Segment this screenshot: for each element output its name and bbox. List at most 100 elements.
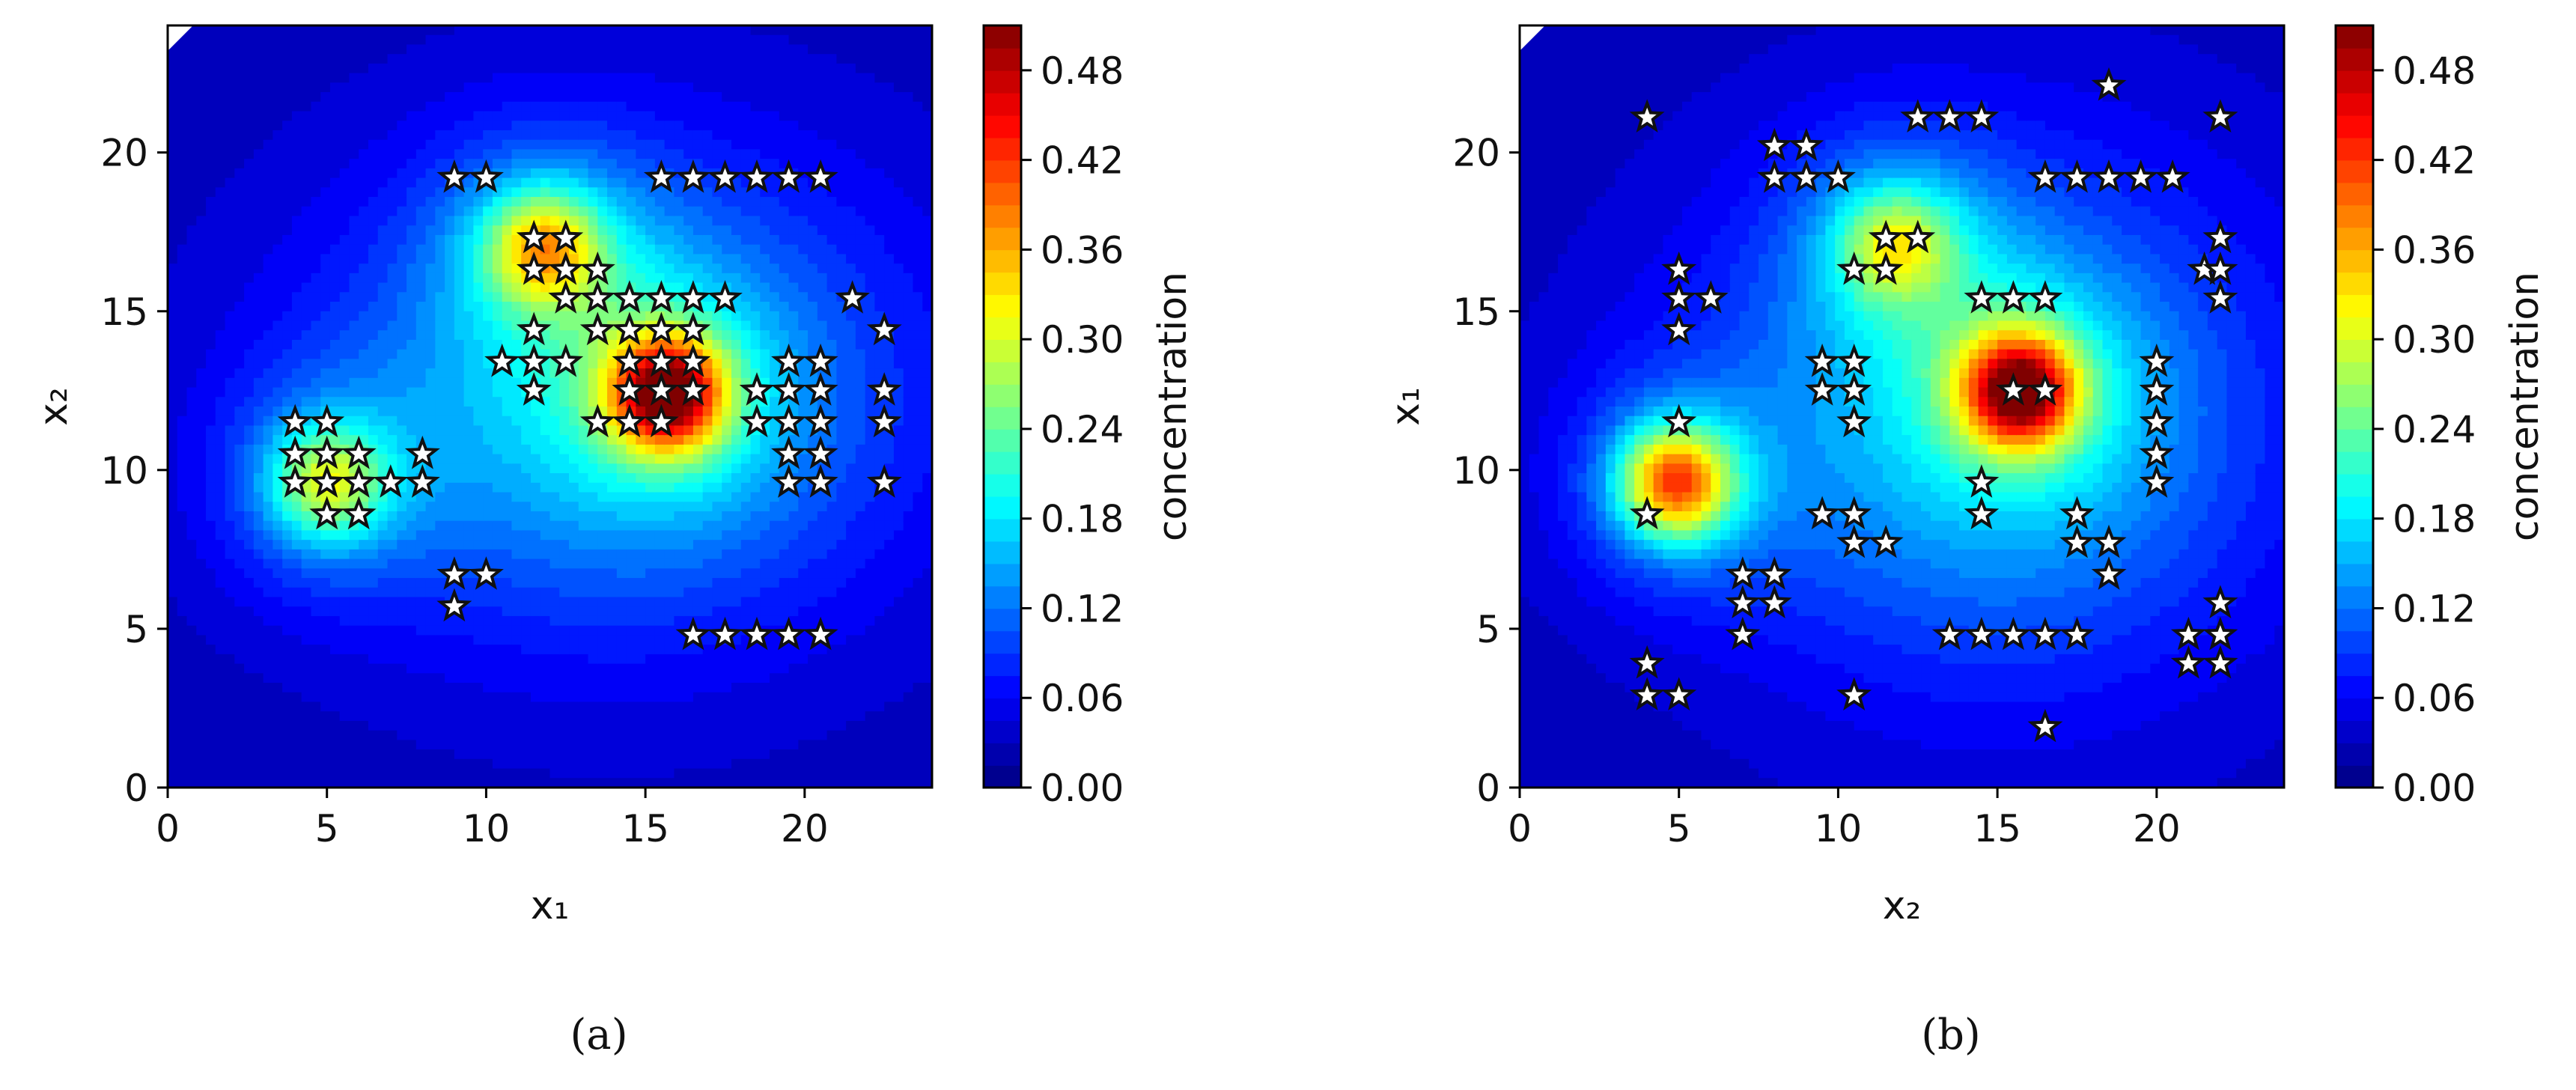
sensor-star — [803, 464, 838, 498]
sensor-star — [1725, 616, 1761, 651]
sensor-star — [341, 435, 377, 469]
sensor-star — [2027, 280, 2063, 314]
sensor-star — [1836, 372, 1872, 406]
sensor-star — [675, 159, 711, 193]
sensor-star — [1964, 99, 2000, 133]
concentration-field — [168, 25, 933, 788]
y-tick-label: 5 — [1476, 608, 1500, 651]
sensor-star — [2059, 524, 2095, 558]
sensor-star — [1995, 372, 2031, 406]
sensor-star — [1661, 677, 1697, 711]
sensor-star — [612, 404, 648, 438]
sensor-star — [643, 404, 679, 438]
sensor-star — [2091, 159, 2127, 193]
colorbar-tick-label: 0.18 — [1041, 498, 1124, 541]
sensor-star — [1804, 343, 1840, 377]
sensor-star — [579, 280, 615, 314]
sensor-star — [771, 616, 806, 651]
sensor-star — [516, 219, 552, 254]
concentration-field — [1520, 25, 2285, 788]
colorbar: 0.00 0.06 0.12 0.18 0.24 0.30 0.36 0.42 0.48 conc… — [982, 24, 1196, 810]
colorbar-tick-label: 0.12 — [2393, 587, 2476, 630]
sensor-star — [2202, 219, 2238, 254]
x-axis-label: x₂ — [1883, 883, 1922, 928]
colorbar-tick-label: 0.30 — [1041, 318, 1124, 362]
sensor-star — [2027, 372, 2063, 406]
sensor-star — [1788, 127, 1824, 162]
sensor-star — [579, 251, 615, 285]
sensor-star — [277, 464, 313, 498]
sensor-star — [612, 311, 648, 346]
corner-mask — [168, 25, 193, 51]
sensor-star — [803, 435, 838, 469]
sensor-star — [866, 404, 902, 438]
colorbar-tick-label: 0.30 — [2393, 318, 2476, 362]
sensor-star — [1725, 556, 1761, 590]
sensor-star — [1629, 645, 1665, 679]
sensor-star — [612, 280, 648, 314]
sensor-star — [1995, 616, 2031, 651]
sensor-star — [309, 435, 345, 469]
sensor-star — [1868, 524, 1904, 558]
sensor-star — [1788, 159, 1824, 193]
sensor-star — [579, 404, 615, 438]
x-axis-label: x₁ — [531, 883, 570, 928]
sensor-star — [2027, 616, 2063, 651]
sensor-star — [771, 159, 806, 193]
colorbar-tick-label: 0.48 — [2393, 49, 2476, 93]
sensor-star — [1804, 496, 1840, 530]
sensor-markers — [277, 159, 902, 651]
sensor-star — [803, 404, 838, 438]
sensor-star — [1756, 585, 1792, 619]
sensor-star — [2091, 556, 2127, 590]
sensor-star — [1836, 524, 1872, 558]
sensor-star — [436, 588, 472, 622]
sensor-star — [2091, 67, 2127, 101]
sensor-star — [643, 159, 679, 193]
sensor-star — [771, 372, 806, 406]
sensor-star — [1756, 127, 1792, 162]
sensor-star — [516, 343, 552, 377]
sensor-star — [2202, 645, 2238, 679]
sensor-star — [675, 372, 711, 406]
sensor-star — [2202, 616, 2238, 651]
sensor-star — [739, 159, 775, 193]
colorbar-tick-label: 0.06 — [2393, 677, 2476, 720]
sensor-star — [866, 311, 902, 346]
colorbar-tick-label: 0.00 — [1041, 767, 1124, 810]
panel-a-caption: (a) — [570, 1011, 628, 1059]
sensor-star — [468, 159, 504, 193]
sensor-star — [739, 404, 775, 438]
colorbar-tick-label: 0.24 — [2393, 408, 2476, 451]
sensor-star — [548, 251, 584, 285]
sensor-star — [2059, 616, 2095, 651]
sensor-star — [341, 464, 377, 498]
sensor-star — [707, 616, 743, 651]
plot-frame — [166, 24, 934, 789]
y-axis-label: x₂ — [31, 387, 76, 426]
sensor-star — [771, 464, 806, 498]
sensor-star — [2027, 708, 2063, 743]
sensor-star — [484, 343, 520, 377]
y-tick-label: 5 — [124, 608, 148, 651]
sensor-star — [1820, 159, 1856, 193]
y-tick-label: 10 — [1452, 449, 1500, 493]
sensor-star — [1629, 99, 1665, 133]
sensor-star — [866, 372, 902, 406]
sensor-star — [2059, 159, 2095, 193]
sensor-star — [675, 343, 711, 377]
colorbar-label: concentration — [2503, 272, 2548, 541]
sensor-star — [2123, 159, 2158, 193]
sensor-star — [1756, 556, 1792, 590]
colorbar-tick-label: 0.06 — [1041, 677, 1124, 720]
sensor-star — [643, 372, 679, 406]
sensor-star — [1931, 99, 1967, 133]
sensor-star — [404, 464, 440, 498]
sensor-star — [707, 280, 743, 314]
sensor-star — [2170, 645, 2206, 679]
sensor-star — [675, 280, 711, 314]
x-tick-label: 10 — [463, 807, 511, 850]
sensor-star — [548, 280, 584, 314]
panel-b: 0 5 10 15 20 0 5 10 15 20 x₂ x₁ 0.00 0.06 0.12 0.18 0.24… — [1383, 24, 2548, 928]
sensor-star — [2139, 343, 2175, 377]
